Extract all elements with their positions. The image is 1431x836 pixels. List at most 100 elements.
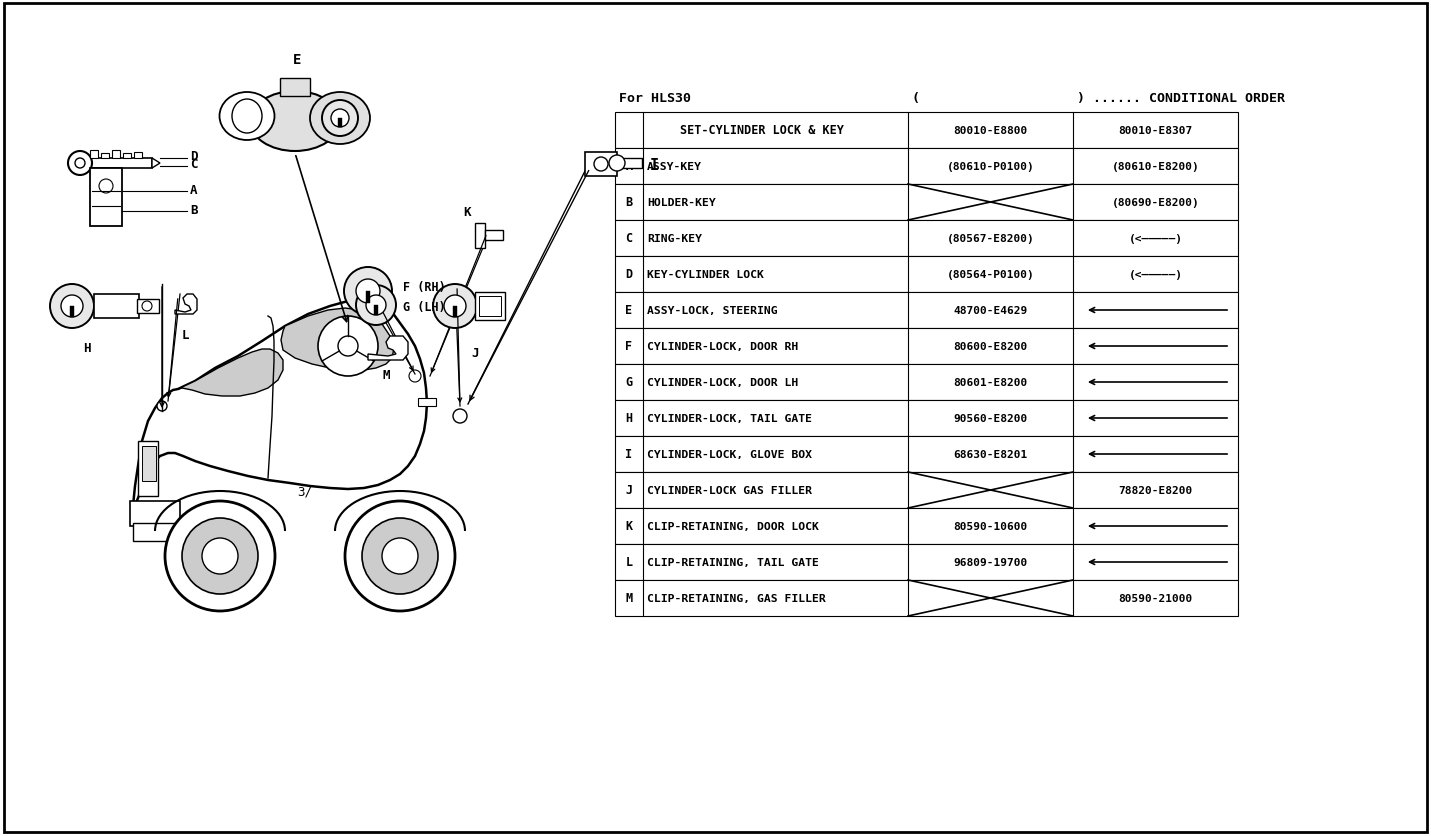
Text: HOLDER-KEY: HOLDER-KEY [647,198,716,208]
Text: CYLINDER-LOCK, DOOR LH: CYLINDER-LOCK, DOOR LH [647,378,798,388]
Circle shape [362,518,438,594]
Text: C: C [190,158,197,171]
Text: K: K [625,520,633,533]
Text: G: G [625,376,633,389]
Text: 48700-E4629: 48700-E4629 [953,306,1027,316]
Text: M: M [625,592,633,604]
Bar [130,502,180,527]
Bar [137,299,159,314]
Circle shape [338,337,358,357]
Text: CYLINDER-LOCK, TAIL GATE: CYLINDER-LOCK, TAIL GATE [647,414,811,424]
Circle shape [50,285,94,329]
Circle shape [345,502,455,611]
Text: KEY-CYLINDER LOCK: KEY-CYLINDER LOCK [647,270,764,280]
Text: L: L [182,329,189,342]
Bar [615,544,1238,580]
Polygon shape [133,299,426,507]
Text: B: B [190,203,197,217]
Bar [418,399,436,406]
Bar [94,294,139,319]
Text: 68630-E8201: 68630-E8201 [953,450,1027,460]
Text: F: F [625,340,633,353]
Text: A: A [625,161,633,173]
Text: A: A [190,183,197,196]
Text: CYLINDER-LOCK, DOOR RH: CYLINDER-LOCK, DOOR RH [647,342,798,352]
Ellipse shape [232,99,262,134]
Circle shape [322,101,358,137]
Bar [338,119,342,128]
Circle shape [594,158,608,171]
Ellipse shape [219,93,275,140]
Text: CLIP-RETAINING, GAS FILLER: CLIP-RETAINING, GAS FILLER [647,594,826,604]
Bar [615,185,1238,221]
Circle shape [331,110,349,128]
Text: J: J [625,484,633,497]
Polygon shape [175,294,197,314]
Bar [82,159,152,169]
Ellipse shape [250,92,341,152]
Text: (<—————): (<—————) [1129,234,1182,244]
Bar [615,436,1238,472]
Bar [373,306,378,316]
Text: C: C [625,232,633,245]
Bar [615,149,1238,185]
Text: 80590-10600: 80590-10600 [953,522,1027,532]
Text: (80610-E8200): (80610-E8200) [1112,162,1199,171]
Bar [479,297,501,317]
Bar [615,293,1238,329]
Text: I: I [650,157,660,172]
Text: 80601-E8200: 80601-E8200 [953,378,1027,388]
Text: I: I [625,448,633,461]
Bar [366,292,371,303]
Bar [585,153,617,176]
Text: H: H [83,342,90,354]
Text: For HLS30: For HLS30 [620,92,691,104]
Bar [70,307,74,318]
Bar [615,364,1238,400]
Text: 80590-21000: 80590-21000 [1119,594,1192,604]
Text: (80690-E8200): (80690-E8200) [1112,198,1199,208]
Bar [90,169,122,227]
Text: 80010-E8800: 80010-E8800 [953,126,1027,135]
Bar [135,153,142,159]
Text: E: E [625,304,633,317]
Circle shape [434,285,477,329]
Bar [133,523,177,542]
Text: 3/: 3/ [298,485,312,498]
Bar [615,508,1238,544]
Text: (80567-E8200): (80567-E8200) [947,234,1035,244]
Bar [90,150,97,159]
Circle shape [69,152,92,176]
Text: 80010-E8307: 80010-E8307 [1119,126,1192,135]
Text: J: J [471,347,479,359]
Text: CYLINDER-LOCK GAS FILLER: CYLINDER-LOCK GAS FILLER [647,486,811,496]
Circle shape [343,268,392,316]
Bar [615,221,1238,257]
Text: G (LH): G (LH) [404,300,445,314]
Polygon shape [280,308,394,370]
Circle shape [356,280,381,303]
Circle shape [182,518,258,594]
Bar [137,441,157,497]
Text: (80564-P0100): (80564-P0100) [947,270,1035,280]
Text: E: E [293,53,301,67]
Text: ASSY-LOCK, STEERING: ASSY-LOCK, STEERING [647,306,777,316]
Text: D: D [190,150,197,163]
Text: RING-KEY: RING-KEY [647,234,703,244]
Text: (80610-P0100): (80610-P0100) [947,162,1035,171]
Bar [475,224,485,248]
Text: CLIP-RETAINING, TAIL GATE: CLIP-RETAINING, TAIL GATE [647,558,819,568]
Bar [485,231,504,241]
Text: F (RH): F (RH) [404,280,445,293]
Circle shape [356,286,396,325]
Circle shape [382,538,418,574]
Bar [615,400,1238,436]
Circle shape [74,159,84,169]
Circle shape [444,296,467,318]
Circle shape [142,302,152,312]
Bar [280,79,311,97]
Text: H: H [625,412,633,425]
Polygon shape [152,159,160,169]
Text: ASSY-KEY: ASSY-KEY [647,162,703,171]
Bar [615,580,1238,616]
